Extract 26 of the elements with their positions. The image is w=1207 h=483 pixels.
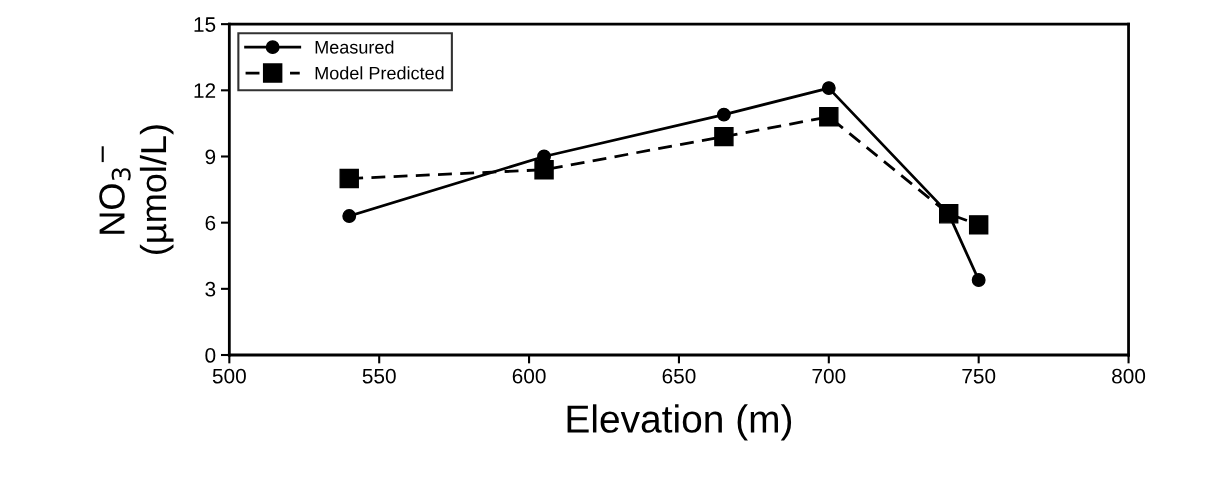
point xyxy=(716,107,731,122)
y-tick-label: 0 xyxy=(205,348,216,363)
x-tick-label: 700 xyxy=(812,368,846,384)
point xyxy=(714,126,734,147)
x-axis-title: Elevation (m) xyxy=(567,404,792,441)
legend-label: Model Predicted xyxy=(315,66,444,80)
x-tick-label: 650 xyxy=(662,368,696,384)
text: NO$_{3}$$^{−}$ (µmol/L) xyxy=(99,125,174,254)
legend-label: Measured xyxy=(315,40,394,54)
x-tick-label: 550 xyxy=(362,368,396,384)
point xyxy=(821,81,836,96)
point xyxy=(968,215,989,235)
point xyxy=(971,273,986,287)
point xyxy=(339,168,359,189)
x-tick-label: 500 xyxy=(212,368,246,384)
point xyxy=(819,107,839,127)
y-tick-label: 6 xyxy=(205,215,216,231)
x-tick-label: 600 xyxy=(512,368,546,384)
x-tick-label: 800 xyxy=(1112,368,1146,384)
y-tick-label: 15 xyxy=(194,17,216,32)
point xyxy=(534,160,554,180)
y-tick-label: 9 xyxy=(205,149,216,165)
x-tick-label: 750 xyxy=(962,368,996,384)
y-tick-label: 12 xyxy=(194,83,216,98)
point xyxy=(342,209,357,223)
y-tick-label: 3 xyxy=(205,281,216,297)
